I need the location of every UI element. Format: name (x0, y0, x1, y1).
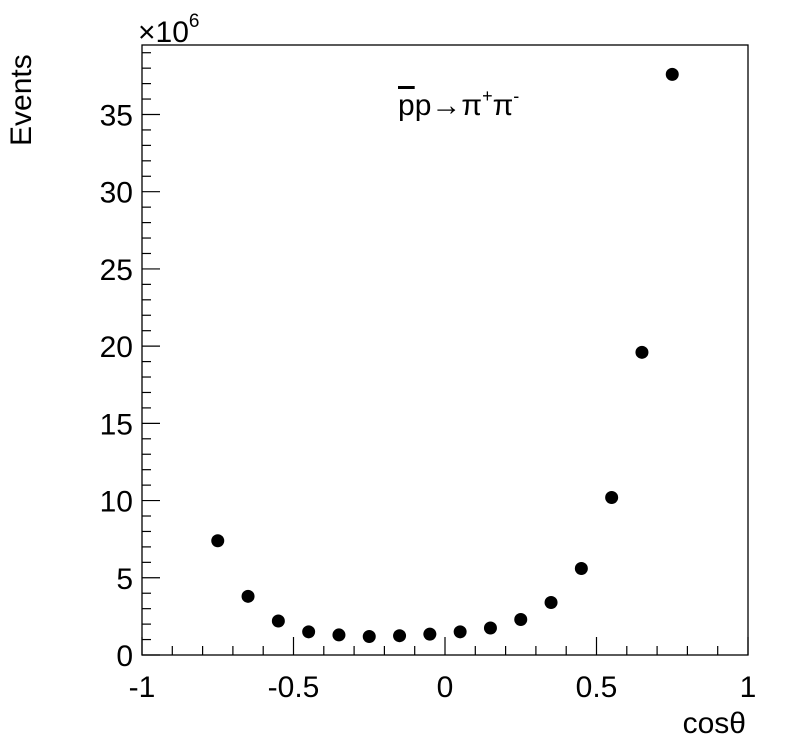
data-point (483, 621, 497, 635)
data-point (362, 629, 376, 643)
y-multiplier-base: ×10 (138, 16, 189, 49)
y-tick-label: 10 (100, 486, 133, 519)
y-multiplier: ×106 (138, 11, 199, 49)
y-tick-label: 5 (116, 563, 133, 596)
y-multiplier-exponent: 6 (189, 11, 200, 32)
y-tick-labels: 0 5 10 15 20 25 30 35 (100, 99, 133, 673)
data-point (574, 562, 588, 576)
data-point (271, 614, 285, 628)
data-points (211, 67, 679, 643)
annotation: pp→π+π- (398, 86, 519, 122)
data-point (241, 589, 255, 603)
plot-frame (141, 44, 749, 656)
data-point (393, 629, 407, 643)
x-tick-label: 0 (437, 671, 454, 704)
y-tick-label: 25 (100, 254, 133, 287)
data-point (514, 612, 528, 626)
x-axis-title: cosθ (683, 707, 746, 740)
x-tick-label: -0.5 (268, 671, 320, 704)
y-tick-label: 30 (100, 177, 133, 210)
x-tick-labels: -1 -0.5 0 0.5 1 (129, 671, 757, 704)
x-tick-label: 0.5 (576, 671, 618, 704)
y-tick-label: 0 (116, 640, 133, 673)
data-point (211, 534, 225, 548)
data-point (423, 627, 437, 641)
y-tick-label: 15 (100, 408, 133, 441)
annotation-main: p→π (415, 89, 482, 122)
data-point (453, 625, 467, 639)
annotation-sup-plus: + (482, 86, 493, 106)
data-point (332, 628, 346, 642)
x-tick-label: -1 (129, 671, 156, 704)
data-point (665, 67, 679, 81)
annotation-sup-minus: - (513, 86, 519, 106)
x-tick-label: 1 (740, 671, 757, 704)
y-tick-label: 35 (100, 99, 133, 132)
annotation-pi-minus: π (493, 89, 514, 122)
data-point (302, 625, 316, 639)
data-point (544, 595, 558, 609)
axis-ticks (141, 52, 749, 656)
y-tick-label: 20 (100, 331, 133, 364)
annotation-pbar: p (398, 89, 415, 122)
data-point (605, 490, 619, 504)
data-point (635, 345, 649, 359)
y-axis-title: Events (5, 54, 38, 146)
